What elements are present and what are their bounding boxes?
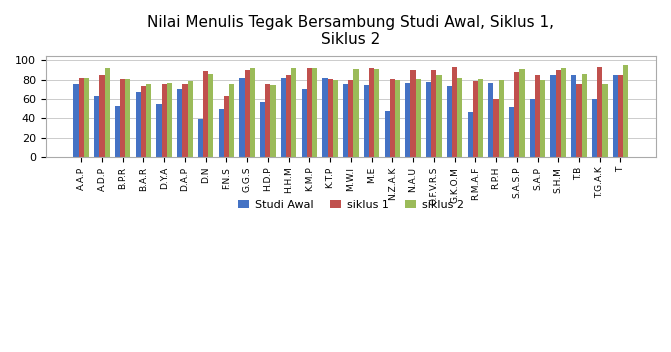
Bar [265,84,270,157]
Bar [146,84,151,157]
Bar [618,75,623,157]
Bar [514,72,519,157]
Bar [348,80,354,157]
Bar [354,69,358,157]
Bar [136,92,141,157]
Bar [452,67,457,157]
Bar [374,69,379,157]
Bar [561,68,566,157]
Bar [203,71,208,157]
Bar [167,83,172,157]
Bar [550,75,556,157]
Bar [240,78,244,157]
Bar [291,68,297,157]
Bar [183,84,187,157]
Bar [556,70,561,157]
Bar [431,70,436,157]
Bar [120,79,125,157]
Bar [73,84,79,157]
Bar [592,99,597,157]
Bar [141,86,146,157]
Bar [177,89,183,157]
Bar [488,83,493,157]
Bar [582,74,586,157]
Bar [244,70,250,157]
Bar [307,68,312,157]
Bar [105,68,110,157]
Bar [250,68,255,157]
Bar [519,69,525,157]
Bar [198,119,203,157]
Legend: Studi Awal, siklus 1, siklus 2: Studi Awal, siklus 1, siklus 2 [234,195,468,214]
Bar [208,74,213,157]
Bar [395,80,400,157]
Bar [79,78,84,157]
Bar [219,109,224,157]
Bar [468,112,472,157]
Bar [415,79,421,157]
Bar [384,111,390,157]
Bar [281,78,286,157]
Bar [540,80,546,157]
Bar [597,67,603,157]
Bar [411,70,415,157]
Bar [156,104,162,157]
Bar [229,84,234,157]
Bar [162,83,167,157]
Bar [576,83,582,157]
Bar [301,89,307,157]
Bar [312,68,317,157]
Bar [499,80,504,157]
Bar [125,79,130,157]
Bar [457,78,462,157]
Bar [224,96,229,157]
Bar [99,75,105,157]
Bar [405,83,411,157]
Bar [115,106,120,157]
Bar [84,78,89,157]
Bar [426,82,431,157]
Bar [286,75,291,157]
Bar [333,80,338,157]
Bar [613,75,618,157]
Bar [447,86,452,157]
Bar [623,65,628,157]
Bar [343,84,348,157]
Bar [478,79,483,157]
Bar [327,79,333,157]
Bar [260,102,265,157]
Bar [529,99,535,157]
Bar [493,99,499,157]
Title: Nilai Menulis Tegak Bersambung Studi Awal, Siklus 1,
Siklus 2: Nilai Menulis Tegak Bersambung Studi Awa… [148,15,554,48]
Bar [390,79,395,157]
Bar [603,84,607,157]
Bar [535,75,540,157]
Bar [472,81,478,157]
Bar [509,107,514,157]
Bar [94,96,99,157]
Bar [571,75,576,157]
Bar [270,86,276,157]
Bar [364,86,369,157]
Bar [436,75,442,157]
Bar [187,81,193,157]
Bar [369,68,374,157]
Bar [322,78,327,157]
